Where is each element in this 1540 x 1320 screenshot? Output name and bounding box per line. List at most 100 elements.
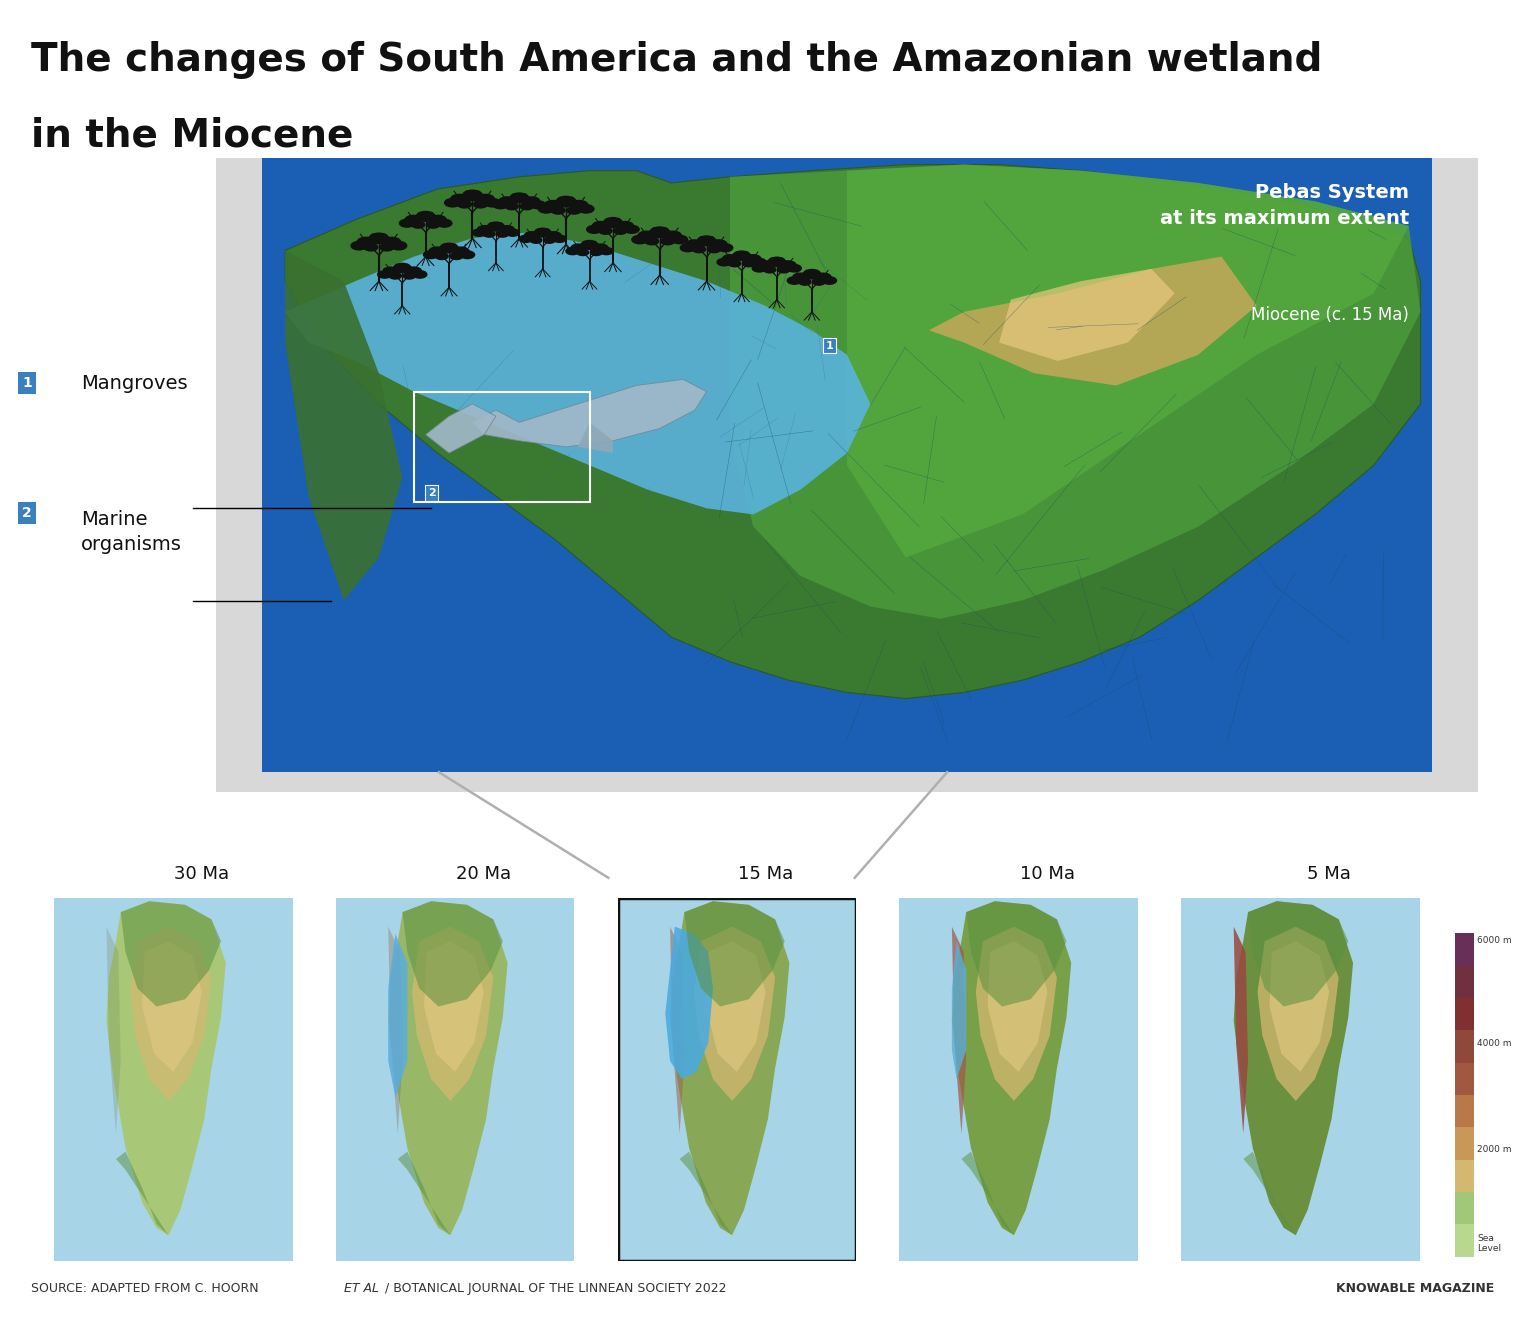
- Polygon shape: [999, 269, 1175, 360]
- Text: / BOTANICAL JOURNAL OF THE LINNEAN SOCIETY 2022: / BOTANICAL JOURNAL OF THE LINNEAN SOCIE…: [382, 1282, 727, 1295]
- Polygon shape: [142, 941, 202, 1072]
- Polygon shape: [1234, 902, 1354, 1236]
- Bar: [1455, 1225, 1474, 1257]
- Text: Sea
Level: Sea Level: [1477, 1234, 1502, 1254]
- Circle shape: [427, 222, 440, 228]
- Polygon shape: [1243, 1151, 1295, 1236]
- Polygon shape: [388, 927, 402, 1134]
- Polygon shape: [425, 404, 496, 453]
- Circle shape: [485, 198, 501, 207]
- Circle shape: [781, 261, 796, 269]
- Circle shape: [650, 227, 670, 238]
- Bar: [1455, 933, 1474, 966]
- Circle shape: [380, 244, 394, 251]
- Circle shape: [440, 243, 459, 253]
- Circle shape: [505, 203, 519, 210]
- Circle shape: [399, 219, 414, 227]
- Text: Marine
organisms: Marine organisms: [80, 511, 182, 554]
- Circle shape: [822, 277, 836, 284]
- Circle shape: [624, 226, 639, 234]
- Circle shape: [764, 267, 776, 273]
- Circle shape: [391, 242, 407, 249]
- Circle shape: [685, 240, 702, 248]
- Text: ET AL: ET AL: [345, 1282, 379, 1295]
- Polygon shape: [1234, 927, 1247, 1134]
- Circle shape: [681, 244, 696, 252]
- Circle shape: [710, 240, 727, 248]
- Text: 2: 2: [428, 488, 436, 498]
- Circle shape: [787, 277, 801, 284]
- Circle shape: [593, 244, 608, 252]
- Circle shape: [599, 248, 613, 255]
- Text: 4000 m: 4000 m: [1477, 1039, 1512, 1048]
- Polygon shape: [987, 941, 1047, 1072]
- Text: 5 Ma: 5 Ma: [1307, 865, 1351, 883]
- Circle shape: [578, 205, 594, 213]
- Polygon shape: [670, 902, 790, 1236]
- Bar: [1455, 998, 1474, 1030]
- Circle shape: [544, 238, 556, 243]
- Circle shape: [390, 272, 402, 279]
- Circle shape: [815, 273, 832, 281]
- Circle shape: [718, 259, 731, 265]
- Circle shape: [457, 201, 471, 209]
- Text: Pebas System
at its maximum extent: Pebas System at its maximum extent: [1160, 183, 1409, 228]
- Bar: [1455, 1063, 1474, 1096]
- Circle shape: [745, 255, 761, 263]
- Circle shape: [453, 247, 470, 256]
- Circle shape: [473, 230, 485, 236]
- Polygon shape: [684, 902, 785, 1006]
- Circle shape: [793, 273, 808, 281]
- Polygon shape: [695, 927, 775, 1101]
- Circle shape: [357, 238, 374, 247]
- Circle shape: [413, 271, 427, 279]
- Polygon shape: [929, 256, 1257, 385]
- Text: Mangroves: Mangroves: [80, 374, 188, 393]
- Circle shape: [497, 231, 508, 238]
- Circle shape: [411, 222, 425, 228]
- Bar: [1455, 1160, 1474, 1192]
- Circle shape: [460, 251, 474, 259]
- Circle shape: [383, 238, 400, 247]
- Circle shape: [614, 227, 627, 234]
- Circle shape: [477, 226, 493, 234]
- Circle shape: [698, 236, 716, 246]
- Circle shape: [752, 259, 767, 265]
- Circle shape: [484, 231, 494, 238]
- Bar: [1455, 1192, 1474, 1225]
- Polygon shape: [131, 927, 211, 1101]
- Circle shape: [394, 264, 411, 272]
- Circle shape: [661, 238, 675, 244]
- Polygon shape: [670, 927, 684, 1134]
- Bar: [1455, 1096, 1474, 1127]
- Circle shape: [403, 272, 416, 279]
- Circle shape: [530, 201, 545, 209]
- Circle shape: [758, 261, 773, 269]
- Text: 10 Ma: 10 Ma: [1019, 865, 1075, 883]
- Circle shape: [430, 215, 447, 224]
- Text: Miocene (c. 15 Ma): Miocene (c. 15 Ma): [1250, 306, 1409, 323]
- Polygon shape: [1269, 941, 1329, 1072]
- Circle shape: [768, 257, 785, 267]
- Circle shape: [551, 207, 565, 214]
- Circle shape: [553, 235, 567, 243]
- Circle shape: [524, 232, 539, 240]
- Polygon shape: [847, 165, 1409, 557]
- FancyBboxPatch shape: [203, 152, 1491, 799]
- Polygon shape: [397, 1151, 450, 1236]
- Bar: [1455, 966, 1474, 998]
- Text: KNOWABLE MAGAZINE: KNOWABLE MAGAZINE: [1337, 1282, 1494, 1295]
- Polygon shape: [705, 941, 765, 1072]
- Circle shape: [519, 235, 533, 243]
- Circle shape: [616, 222, 633, 230]
- Circle shape: [556, 197, 576, 207]
- Circle shape: [581, 240, 598, 249]
- Circle shape: [405, 215, 422, 224]
- Circle shape: [462, 190, 482, 201]
- Polygon shape: [1247, 902, 1349, 1006]
- Circle shape: [631, 235, 648, 244]
- Circle shape: [351, 242, 367, 249]
- Circle shape: [437, 219, 451, 227]
- Circle shape: [718, 244, 733, 252]
- Circle shape: [445, 198, 460, 207]
